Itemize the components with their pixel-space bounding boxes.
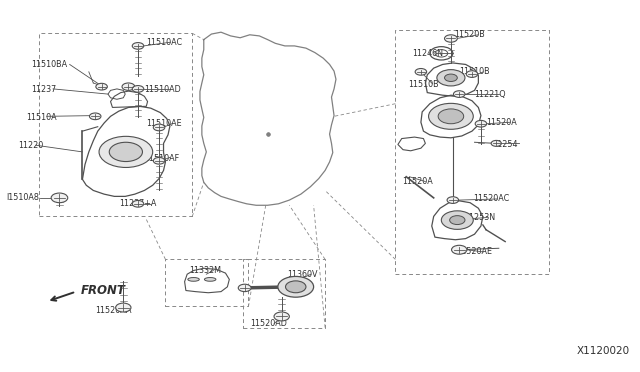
Circle shape: [96, 83, 108, 90]
Circle shape: [442, 211, 473, 230]
Circle shape: [154, 124, 165, 131]
Circle shape: [132, 42, 144, 49]
Circle shape: [467, 71, 477, 77]
Text: 11520AD: 11520AD: [250, 320, 287, 328]
Circle shape: [51, 193, 68, 203]
Text: 11510A: 11510A: [26, 113, 57, 122]
Circle shape: [438, 109, 464, 124]
Text: FRONT: FRONT: [81, 284, 125, 297]
Text: 11221Q: 11221Q: [474, 90, 506, 99]
Text: I1520AE: I1520AE: [460, 247, 492, 256]
Circle shape: [99, 137, 153, 167]
Text: 11510AD: 11510AD: [145, 85, 181, 94]
Text: 11237: 11237: [31, 85, 56, 94]
Text: 11510B: 11510B: [460, 67, 490, 76]
Ellipse shape: [188, 278, 199, 281]
Text: 11360V: 11360V: [287, 270, 317, 279]
Text: 11510AE: 11510AE: [147, 119, 182, 128]
Circle shape: [445, 74, 458, 81]
Text: 11510B: 11510B: [408, 80, 439, 89]
Circle shape: [238, 284, 251, 292]
Text: 11520AA: 11520AA: [95, 306, 132, 315]
Text: 11520B: 11520B: [454, 30, 485, 39]
Circle shape: [415, 68, 427, 75]
Circle shape: [447, 197, 459, 203]
Text: 11520A: 11520A: [402, 177, 433, 186]
Text: 11510AF: 11510AF: [145, 154, 179, 163]
Circle shape: [491, 140, 501, 146]
Circle shape: [429, 103, 473, 129]
Circle shape: [132, 201, 144, 207]
Circle shape: [437, 70, 465, 86]
Circle shape: [116, 303, 131, 312]
Circle shape: [452, 245, 467, 254]
Circle shape: [154, 157, 165, 164]
Text: 11520AC: 11520AC: [473, 195, 509, 203]
Circle shape: [475, 121, 486, 127]
Text: 11520A: 11520A: [486, 118, 516, 127]
Text: X1120020: X1120020: [577, 346, 630, 356]
Text: 11332M: 11332M: [189, 266, 221, 275]
Circle shape: [122, 83, 135, 90]
Circle shape: [274, 312, 289, 321]
Circle shape: [90, 113, 101, 120]
Circle shape: [450, 216, 465, 225]
Text: 11220: 11220: [19, 141, 44, 151]
Text: 11510AC: 11510AC: [147, 38, 182, 47]
Circle shape: [454, 91, 465, 97]
Text: 11237+A: 11237+A: [119, 199, 156, 208]
Circle shape: [132, 86, 144, 92]
Text: 11253N: 11253N: [464, 213, 495, 222]
Circle shape: [285, 281, 306, 293]
Circle shape: [278, 276, 314, 297]
Circle shape: [109, 142, 143, 161]
Text: 11510BA: 11510BA: [31, 60, 67, 69]
Text: I1254: I1254: [495, 140, 518, 149]
Circle shape: [445, 35, 458, 42]
Text: I1510A8: I1510A8: [6, 193, 38, 202]
Ellipse shape: [204, 278, 216, 281]
Text: 11246N: 11246N: [412, 49, 443, 58]
